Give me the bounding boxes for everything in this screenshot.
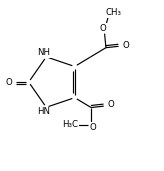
Text: H₃C: H₃C xyxy=(62,120,78,129)
Text: O: O xyxy=(99,24,106,32)
Text: O: O xyxy=(107,101,114,109)
Text: O: O xyxy=(6,78,12,87)
Text: O: O xyxy=(122,41,129,50)
Text: O: O xyxy=(89,123,96,132)
Text: CH₃: CH₃ xyxy=(105,8,121,17)
Text: NH: NH xyxy=(37,48,50,57)
Text: HN: HN xyxy=(37,107,50,116)
